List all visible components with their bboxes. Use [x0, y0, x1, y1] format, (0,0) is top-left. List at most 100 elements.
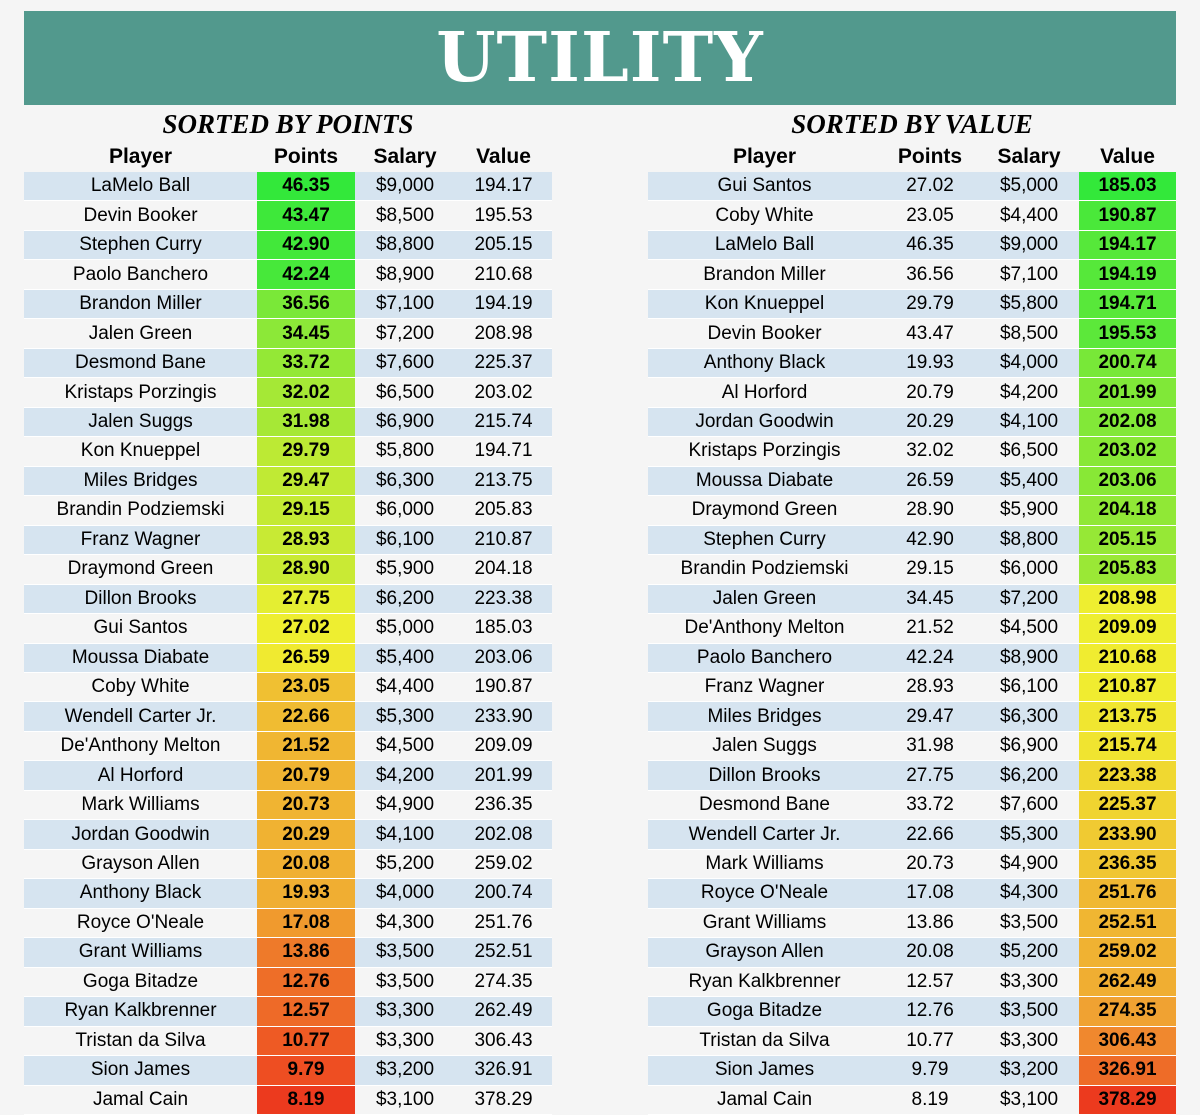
header-salary: Salary	[997, 144, 1061, 168]
value-cell: 210.68	[1079, 643, 1176, 673]
table-row: Miles Bridges 29.47 $6,300 213.75	[24, 466, 552, 497]
header-value: Value	[1100, 144, 1155, 168]
salary-cell: $4,000	[979, 348, 1079, 379]
points-cell: 20.29	[881, 407, 979, 438]
player-name-cell: Grant Williams	[648, 908, 881, 939]
value-cell: 205.15	[1079, 525, 1176, 556]
player-name-cell: Jordan Goodwin	[648, 407, 881, 438]
player-name-cell: Royce O'Neale	[648, 878, 881, 909]
value-cell: 194.19	[1079, 259, 1176, 290]
salary-cell: $4,000	[355, 878, 455, 909]
points-cell: 33.72	[881, 790, 979, 821]
points-table-header: Player Points Salary Value	[24, 141, 552, 172]
points-cell: 46.35	[881, 230, 979, 261]
value-cell: 194.17	[455, 172, 552, 202]
table-row: Jalen Green 34.45 $7,200 208.98	[648, 584, 1176, 615]
points-cell: 26.59	[257, 643, 355, 673]
points-cell: 10.77	[881, 1026, 979, 1057]
salary-cell: $5,300	[979, 819, 1079, 850]
player-name-cell: Al Horford	[648, 377, 881, 408]
points-subtitle: SORTED BY POINTS	[162, 109, 414, 139]
value-cell: 252.51	[455, 937, 552, 968]
table-row: Wendell Carter Jr. 22.66 $5,300 233.90	[24, 701, 552, 732]
value-cell: 262.49	[1079, 967, 1176, 998]
points-cell: 8.19	[881, 1085, 979, 1115]
player-name-cell: Stephen Curry	[24, 230, 257, 261]
player-name-cell: Sion James	[648, 1055, 881, 1086]
salary-cell: $8,500	[355, 200, 455, 231]
player-name-cell: Kon Knueppel	[24, 436, 257, 467]
player-name-cell: Desmond Bane	[24, 348, 257, 379]
player-name-cell: Anthony Black	[648, 348, 881, 379]
player-name-cell: Mark Williams	[24, 790, 257, 821]
player-name-cell: Coby White	[24, 672, 257, 703]
table-row: Jamal Cain 8.19 $3,100 378.29	[24, 1085, 552, 1115]
value-cell: 203.06	[1079, 466, 1176, 497]
table-row: Franz Wagner 28.93 $6,100 210.87	[24, 525, 552, 556]
value-cell: 200.74	[1079, 348, 1176, 379]
salary-cell: $7,600	[979, 790, 1079, 821]
points-cell: 12.57	[257, 996, 355, 1027]
table-row: Grayson Allen 20.08 $5,200 259.02	[648, 937, 1176, 968]
points-cell: 17.08	[881, 878, 979, 909]
points-cell: 42.24	[881, 643, 979, 673]
player-name-cell: Jalen Green	[648, 584, 881, 615]
table-row: De'Anthony Melton 21.52 $4,500 209.09	[648, 613, 1176, 644]
salary-cell: $4,300	[979, 878, 1079, 909]
table-row: De'Anthony Melton 21.52 $4,500 209.09	[24, 731, 552, 762]
player-name-cell: Ryan Kalkbrenner	[24, 996, 257, 1027]
player-name-cell: Devin Booker	[24, 200, 257, 231]
value-cell: 185.03	[1079, 172, 1176, 202]
value-cell: 194.17	[1079, 230, 1176, 261]
value-cell: 204.18	[455, 554, 552, 585]
points-cell: 12.57	[881, 967, 979, 998]
points-cell: 26.59	[881, 466, 979, 497]
value-cell: 378.29	[1079, 1085, 1176, 1115]
salary-cell: $5,200	[355, 849, 455, 880]
value-cell: 210.68	[455, 259, 552, 290]
points-cell: 28.93	[257, 525, 355, 556]
points-table: Player Points Salary Value LaMelo Ball 46…	[24, 141, 552, 1115]
table-row: Tristan da Silva 10.77 $3,300 306.43	[24, 1026, 552, 1057]
player-name-cell: Grayson Allen	[24, 849, 257, 880]
salary-cell: $6,200	[979, 760, 1079, 791]
table-row: Kristaps Porzingis 32.02 $6,500 203.02	[24, 377, 552, 408]
value-cell: 223.38	[1079, 760, 1176, 791]
salary-cell: $3,100	[979, 1085, 1079, 1115]
value-cell: 210.87	[455, 525, 552, 556]
points-cell: 32.02	[881, 436, 979, 467]
table-row: Grant Williams 13.86 $3,500 252.51	[24, 937, 552, 968]
points-cell: 29.79	[257, 436, 355, 467]
table-row: Brandin Podziemski 29.15 $6,000 205.83	[648, 554, 1176, 585]
header-player: Player	[732, 144, 797, 168]
table-row: Stephen Curry 42.90 $8,800 205.15	[24, 230, 552, 261]
points-cell: 23.05	[881, 200, 979, 231]
player-name-cell: Brandon Miller	[648, 259, 881, 290]
points-cell: 46.35	[257, 172, 355, 202]
points-cell: 42.90	[881, 525, 979, 556]
table-row: Goga Bitadze 12.76 $3,500 274.35	[24, 967, 552, 998]
value-cell: 209.09	[455, 731, 552, 762]
table-row: Jalen Green 34.45 $7,200 208.98	[24, 318, 552, 349]
salary-cell: $7,100	[979, 259, 1079, 290]
player-name-cell: Brandin Podziemski	[648, 554, 881, 585]
salary-cell: $4,400	[355, 672, 455, 703]
points-cell: 20.08	[257, 849, 355, 880]
value-cell: 225.37	[455, 348, 552, 379]
salary-cell: $3,100	[355, 1085, 455, 1115]
value-cell: 190.87	[1079, 200, 1176, 231]
points-cell: 12.76	[257, 967, 355, 998]
value-cell: 204.18	[1079, 495, 1176, 526]
value-cell: 194.71	[1079, 289, 1176, 320]
table-row: Royce O'Neale 17.08 $4,300 251.76	[648, 878, 1176, 909]
value-cell: 194.19	[455, 289, 552, 320]
salary-cell: $6,300	[979, 701, 1079, 732]
table-row: Al Horford 20.79 $4,200 201.99	[24, 760, 552, 791]
table-row: Jalen Suggs 31.98 $6,900 215.74	[24, 407, 552, 438]
value-cell: 306.43	[455, 1026, 552, 1057]
table-row: Desmond Bane 33.72 $7,600 225.37	[648, 790, 1176, 821]
table-row: Jordan Goodwin 20.29 $4,100 202.08	[648, 407, 1176, 438]
salary-cell: $6,100	[979, 672, 1079, 703]
salary-cell: $3,300	[355, 996, 455, 1027]
salary-cell: $5,900	[355, 554, 455, 585]
